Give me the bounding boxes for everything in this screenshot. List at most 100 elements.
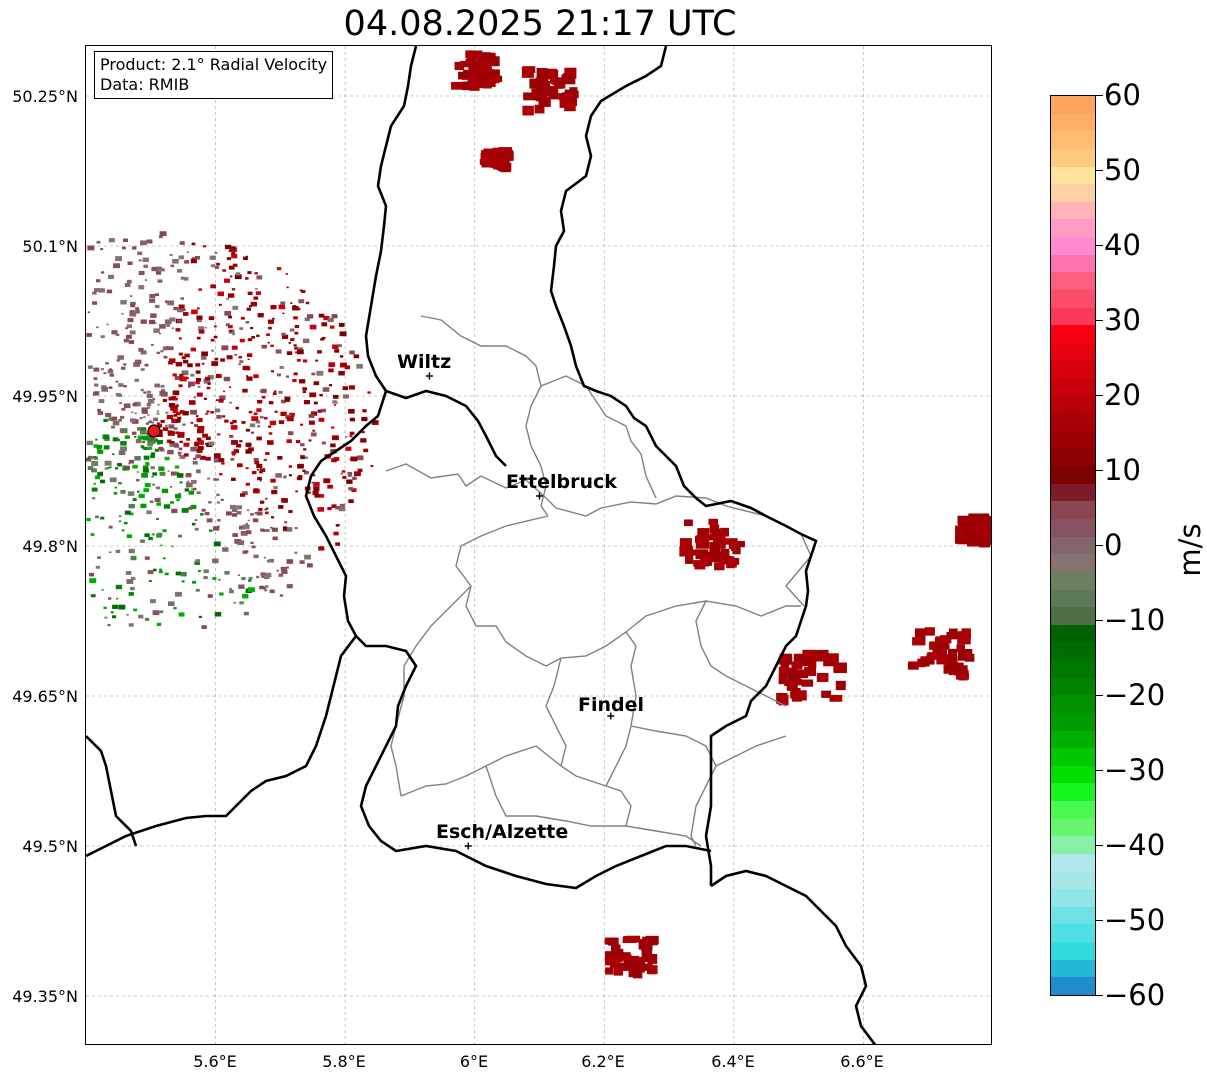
radar-echo-pixel xyxy=(247,291,253,296)
radar-echo-pixel xyxy=(272,536,278,541)
radar-echo-pixel xyxy=(253,554,259,559)
radar-echo-pixel xyxy=(133,608,138,612)
radar-echo-pixel xyxy=(255,291,261,295)
radar-echo-pixel xyxy=(190,258,197,264)
radar-echo-pixel xyxy=(257,399,263,404)
radar-echo-pixel xyxy=(162,557,166,560)
radar-echo-cell xyxy=(794,669,808,679)
radar-echo-pixel xyxy=(255,287,258,290)
radar-echo-pixel xyxy=(99,479,106,484)
colorbar-swatch xyxy=(1051,254,1095,273)
radar-echo-pixel xyxy=(217,291,225,297)
radar-echo-pixel xyxy=(214,252,218,254)
radar-echo-pixel xyxy=(159,568,163,571)
radar-echo-pixel xyxy=(91,461,99,466)
radar-echo-pixel xyxy=(367,391,371,394)
radar-echo-cell xyxy=(728,542,738,550)
radar-echo-pixel xyxy=(92,497,96,500)
radar-echo-pixel xyxy=(87,466,94,471)
radar-echo-pixel xyxy=(300,455,305,459)
radar-echo-cell xyxy=(605,967,614,975)
radar-echo-pixel xyxy=(371,420,379,425)
radar-echo-pixel xyxy=(222,390,226,393)
radar-echo-cell xyxy=(793,653,804,665)
radar-echo-pixel xyxy=(277,456,283,460)
radar-echo-pixel xyxy=(347,471,353,476)
radar-echo-pixel xyxy=(265,507,269,510)
radar-echo-pixel xyxy=(304,456,308,459)
radar-echo-pixel xyxy=(205,412,209,415)
radar-echo-pixel xyxy=(331,504,337,508)
radar-echo-pixel xyxy=(124,521,128,525)
radar-echo-cell xyxy=(536,68,548,79)
radar-echo-pixel xyxy=(104,467,108,470)
radar-echo-pixel xyxy=(263,458,267,462)
radar-echo-pixel xyxy=(210,338,215,342)
radar-echo-pixel xyxy=(251,335,256,339)
radar-echo-pixel xyxy=(117,355,124,360)
radar-echo-cell xyxy=(559,95,573,104)
radar-echo-pixel xyxy=(211,349,215,352)
radar-echo-cell xyxy=(564,89,576,101)
radar-echo-cell xyxy=(978,531,990,543)
radar-echo-pixel xyxy=(178,454,181,457)
radar-echo-pixel xyxy=(105,362,109,365)
radar-echo-pixel xyxy=(231,513,238,517)
radar-echo-pixel xyxy=(168,396,174,401)
radar-echo-pixel xyxy=(349,431,355,435)
radar-echo-pixel xyxy=(95,438,98,441)
radar-echo-pixel xyxy=(236,443,242,448)
radar-echo-pixel xyxy=(149,293,156,299)
radar-echo-pixel xyxy=(201,508,206,512)
info-data-source: Data: RMIB xyxy=(100,75,190,94)
radar-echo-pixel xyxy=(299,379,306,384)
radar-echo-pixel xyxy=(244,277,249,280)
radar-echo-pixel xyxy=(312,490,319,496)
radar-echo-pixel xyxy=(107,369,114,374)
radar-echo-pixel xyxy=(91,487,98,492)
radar-echo-pixel xyxy=(106,289,113,294)
radar-echo-pixel xyxy=(151,421,154,424)
radar-echo-pixel xyxy=(176,473,184,478)
radar-echo-pixel xyxy=(136,471,139,473)
radar-echo-pixel xyxy=(271,516,275,519)
radar-echo-pixel xyxy=(169,441,175,445)
radar-echo-pixel xyxy=(250,541,254,545)
radar-echo-pixel xyxy=(216,493,220,497)
radar-echo-pixel xyxy=(260,572,266,576)
radar-echo-pixel xyxy=(234,274,242,280)
radar-echo-pixel xyxy=(140,240,147,246)
radar-echo-pixel xyxy=(179,410,185,414)
radar-echo-pixel xyxy=(228,386,232,388)
map-area[interactable] xyxy=(85,45,992,1045)
radar-echo-pixel xyxy=(135,439,142,444)
info-product: Product: 2.1° Radial Velocity xyxy=(100,55,328,74)
radar-echo-pixel xyxy=(140,444,144,448)
radar-echo-pixel xyxy=(222,269,226,272)
radar-echo-pixel xyxy=(248,576,253,580)
gridlines xyxy=(86,46,991,1044)
radar-echo-pixel xyxy=(201,362,205,365)
radar-echo-pixel xyxy=(256,463,263,469)
radar-echo-pixel xyxy=(317,507,325,512)
colorbar-tick-mark xyxy=(1095,170,1103,171)
radar-echo-pixel xyxy=(167,601,175,606)
radar-echo-pixel xyxy=(345,436,348,438)
radar-echo-pixel xyxy=(309,392,317,398)
radar-echo-pixel xyxy=(331,458,337,463)
radar-echo-cell xyxy=(952,662,964,671)
radar-echo-pixel xyxy=(131,431,137,435)
radar-echo-pixel xyxy=(286,439,292,444)
colorbar-swatch xyxy=(1051,378,1095,396)
radar-echo-pixel xyxy=(339,503,345,508)
colorbar-tick-mark xyxy=(1095,320,1103,321)
x-tick-label: 6.4°E xyxy=(711,1052,755,1071)
radar-echo-pixel xyxy=(318,546,325,551)
colorbar-swatch xyxy=(1051,325,1095,343)
colorbar-swatch xyxy=(1051,624,1095,643)
radar-echo-pixel xyxy=(345,446,352,451)
radar-echo-pixel xyxy=(170,471,177,476)
colorbar-tick-mark xyxy=(1095,470,1103,471)
colorbar-tick-label: −30 xyxy=(1104,753,1166,787)
radar-echo-pixel xyxy=(134,378,139,382)
